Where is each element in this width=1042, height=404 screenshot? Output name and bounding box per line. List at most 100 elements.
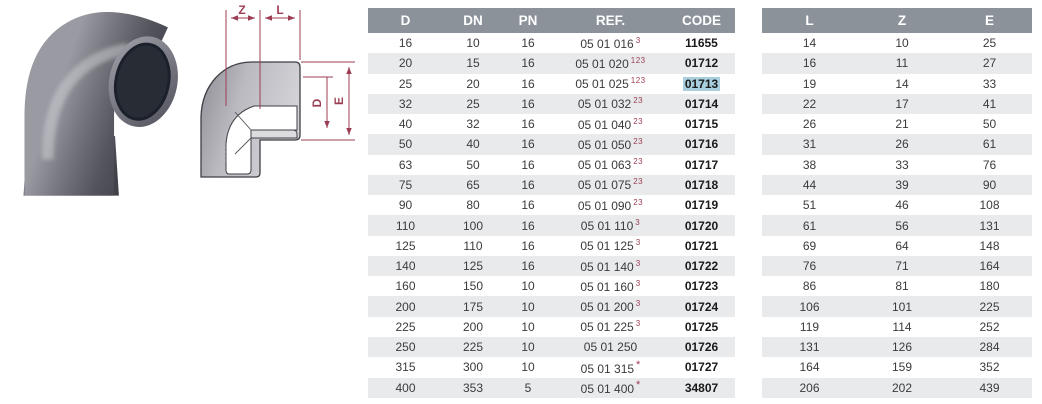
dims-row: 44 39 90: [762, 174, 1032, 196]
d-cell: 63: [398, 157, 413, 172]
l-cell: 206: [799, 380, 820, 395]
code-value: 01719: [684, 198, 719, 213]
z-cell: 46: [895, 198, 909, 213]
ref-value: 05 01 140: [580, 259, 634, 274]
pn-cell: 10: [521, 299, 535, 314]
spec-row-d90: 90 80 16 05 01 090 23 01719: [368, 195, 735, 215]
ref-footnote: 23: [633, 197, 644, 207]
pn-cell: 5: [524, 380, 532, 395]
ref-footnote: 23: [633, 116, 644, 126]
d-cell: 315: [395, 360, 416, 375]
drawing-bore: [225, 105, 298, 175]
dims-row: 19 14 33: [762, 74, 1032, 94]
ref-value: 05 01 125: [580, 239, 634, 254]
dims-row: 31 26 61: [762, 134, 1032, 155]
spec-row-d25: 25 20 16 05 01 025 123 01713: [368, 74, 735, 94]
drawing-hidden-arc: [225, 105, 255, 162]
code-cell: 01722: [668, 256, 735, 276]
l-cell: 22: [802, 96, 817, 111]
dims-col-header-e: E: [947, 8, 1032, 33]
d-cell: 40: [398, 117, 413, 132]
z-cell: 114: [892, 319, 912, 334]
e-cell: 352: [979, 360, 1000, 375]
ref-cell: 05 01 140 3: [553, 256, 668, 276]
spec-row-d315: 315 300 10 05 01 315 * 01727: [368, 357, 735, 377]
ref-footnote: 23: [633, 96, 644, 106]
ref-value: 05 01 016: [580, 36, 634, 51]
dn-cell: 25: [466, 96, 480, 111]
d-cell: 32: [398, 96, 413, 111]
code-cell: 01715: [668, 114, 735, 134]
pn-cell: 10: [521, 360, 535, 375]
spec-row-d125: 125 110 16 05 01 125 3 01721: [368, 236, 735, 256]
code-cell: 01721: [668, 236, 735, 256]
spec-row-d225: 225 200 10 05 01 225 3 01725: [368, 317, 735, 337]
spec-row-d32: 32 25 16 05 01 032 23 01714: [368, 93, 735, 115]
ref-footnote: 3: [635, 218, 641, 228]
spec-row-d63: 63 50 16 05 01 063 23 01717: [368, 155, 735, 175]
e-cell: 50: [982, 117, 997, 132]
dims-row: 38 33 76: [762, 155, 1032, 175]
d-cell: 250: [395, 340, 416, 355]
dims-row: 51 46 108: [762, 195, 1032, 215]
pn-cell: 10: [521, 279, 535, 294]
l-cell: 86: [802, 279, 817, 294]
e-cell: 25: [982, 36, 997, 51]
ref-cell: 05 01 050 23: [553, 134, 668, 154]
dn-cell: 200: [462, 319, 484, 334]
dims-row: 119 114 252: [762, 317, 1032, 337]
spec-table: D DN PN REF. CODE 16 10 16 05 01 016 3 11655 20 15 1…: [368, 8, 735, 398]
z-cell: 26: [895, 137, 909, 152]
photo-socket-opening: [113, 42, 171, 121]
ref-footnote: 3: [635, 299, 641, 309]
pn-cell: 16: [521, 157, 535, 172]
ref-value: 05 01 160: [580, 279, 634, 294]
ref-value: 05 01 315: [580, 361, 635, 376]
z-cell: 101: [891, 299, 913, 314]
code-value: 34807: [684, 380, 719, 395]
ref-value: 05 01 075: [577, 178, 632, 193]
ref-value: 05 01 063: [577, 158, 632, 173]
spec-row-d140: 140 125 16 05 01 140 3 01722: [368, 255, 735, 277]
spec-row-d110: 110 100 16 05 01 110 3 01720: [368, 215, 735, 236]
dims-row: 22 17 41: [762, 93, 1032, 115]
d-cell: 400: [395, 380, 416, 395]
dims-col-header-z: Z: [857, 8, 947, 33]
pn-cell: 10: [521, 340, 535, 355]
spec-col-header-pn: PN: [503, 8, 553, 33]
pn-cell: 16: [521, 56, 535, 71]
dn-cell: 300: [462, 360, 484, 375]
spec-row-d200: 200 175 10 05 01 200 3 01724: [368, 296, 735, 317]
dims-row: 16 11 27: [762, 53, 1032, 74]
ref-value: 05 01 225: [580, 320, 634, 335]
code-value: 11655: [685, 36, 718, 51]
dn-cell: 125: [462, 259, 484, 274]
code-value: 01727: [684, 360, 719, 375]
d-cell: 90: [398, 198, 413, 213]
ref-cell: 05 01 020 123: [553, 53, 668, 73]
ref-cell: 05 01 063 23: [553, 155, 668, 175]
l-cell: 16: [802, 56, 817, 71]
z-cell: 11: [895, 56, 909, 71]
dims-row: 76 71 164: [762, 255, 1032, 277]
photo-highlight: [42, 42, 129, 160]
code-cell: 01716: [668, 134, 735, 154]
z-cell: 39: [895, 177, 909, 192]
e-cell: 27: [982, 56, 997, 71]
code-cell: 01714: [668, 94, 735, 114]
pn-cell: 16: [521, 137, 535, 152]
dn-cell: 32: [466, 117, 480, 132]
z-cell: 21: [895, 117, 909, 132]
dn-cell: 100: [462, 218, 484, 233]
dn-cell: 225: [462, 340, 484, 355]
code-value: 01714: [684, 96, 719, 111]
ref-cell: 05 01 400 *: [553, 378, 668, 398]
code-cell: 01717: [668, 155, 735, 175]
code-value: 01716: [684, 137, 719, 152]
dim-label-e: E: [332, 97, 346, 105]
ref-cell: 05 01 250: [553, 337, 668, 357]
ref-footnote: 3: [635, 278, 641, 288]
l-cell: 31: [802, 137, 817, 152]
